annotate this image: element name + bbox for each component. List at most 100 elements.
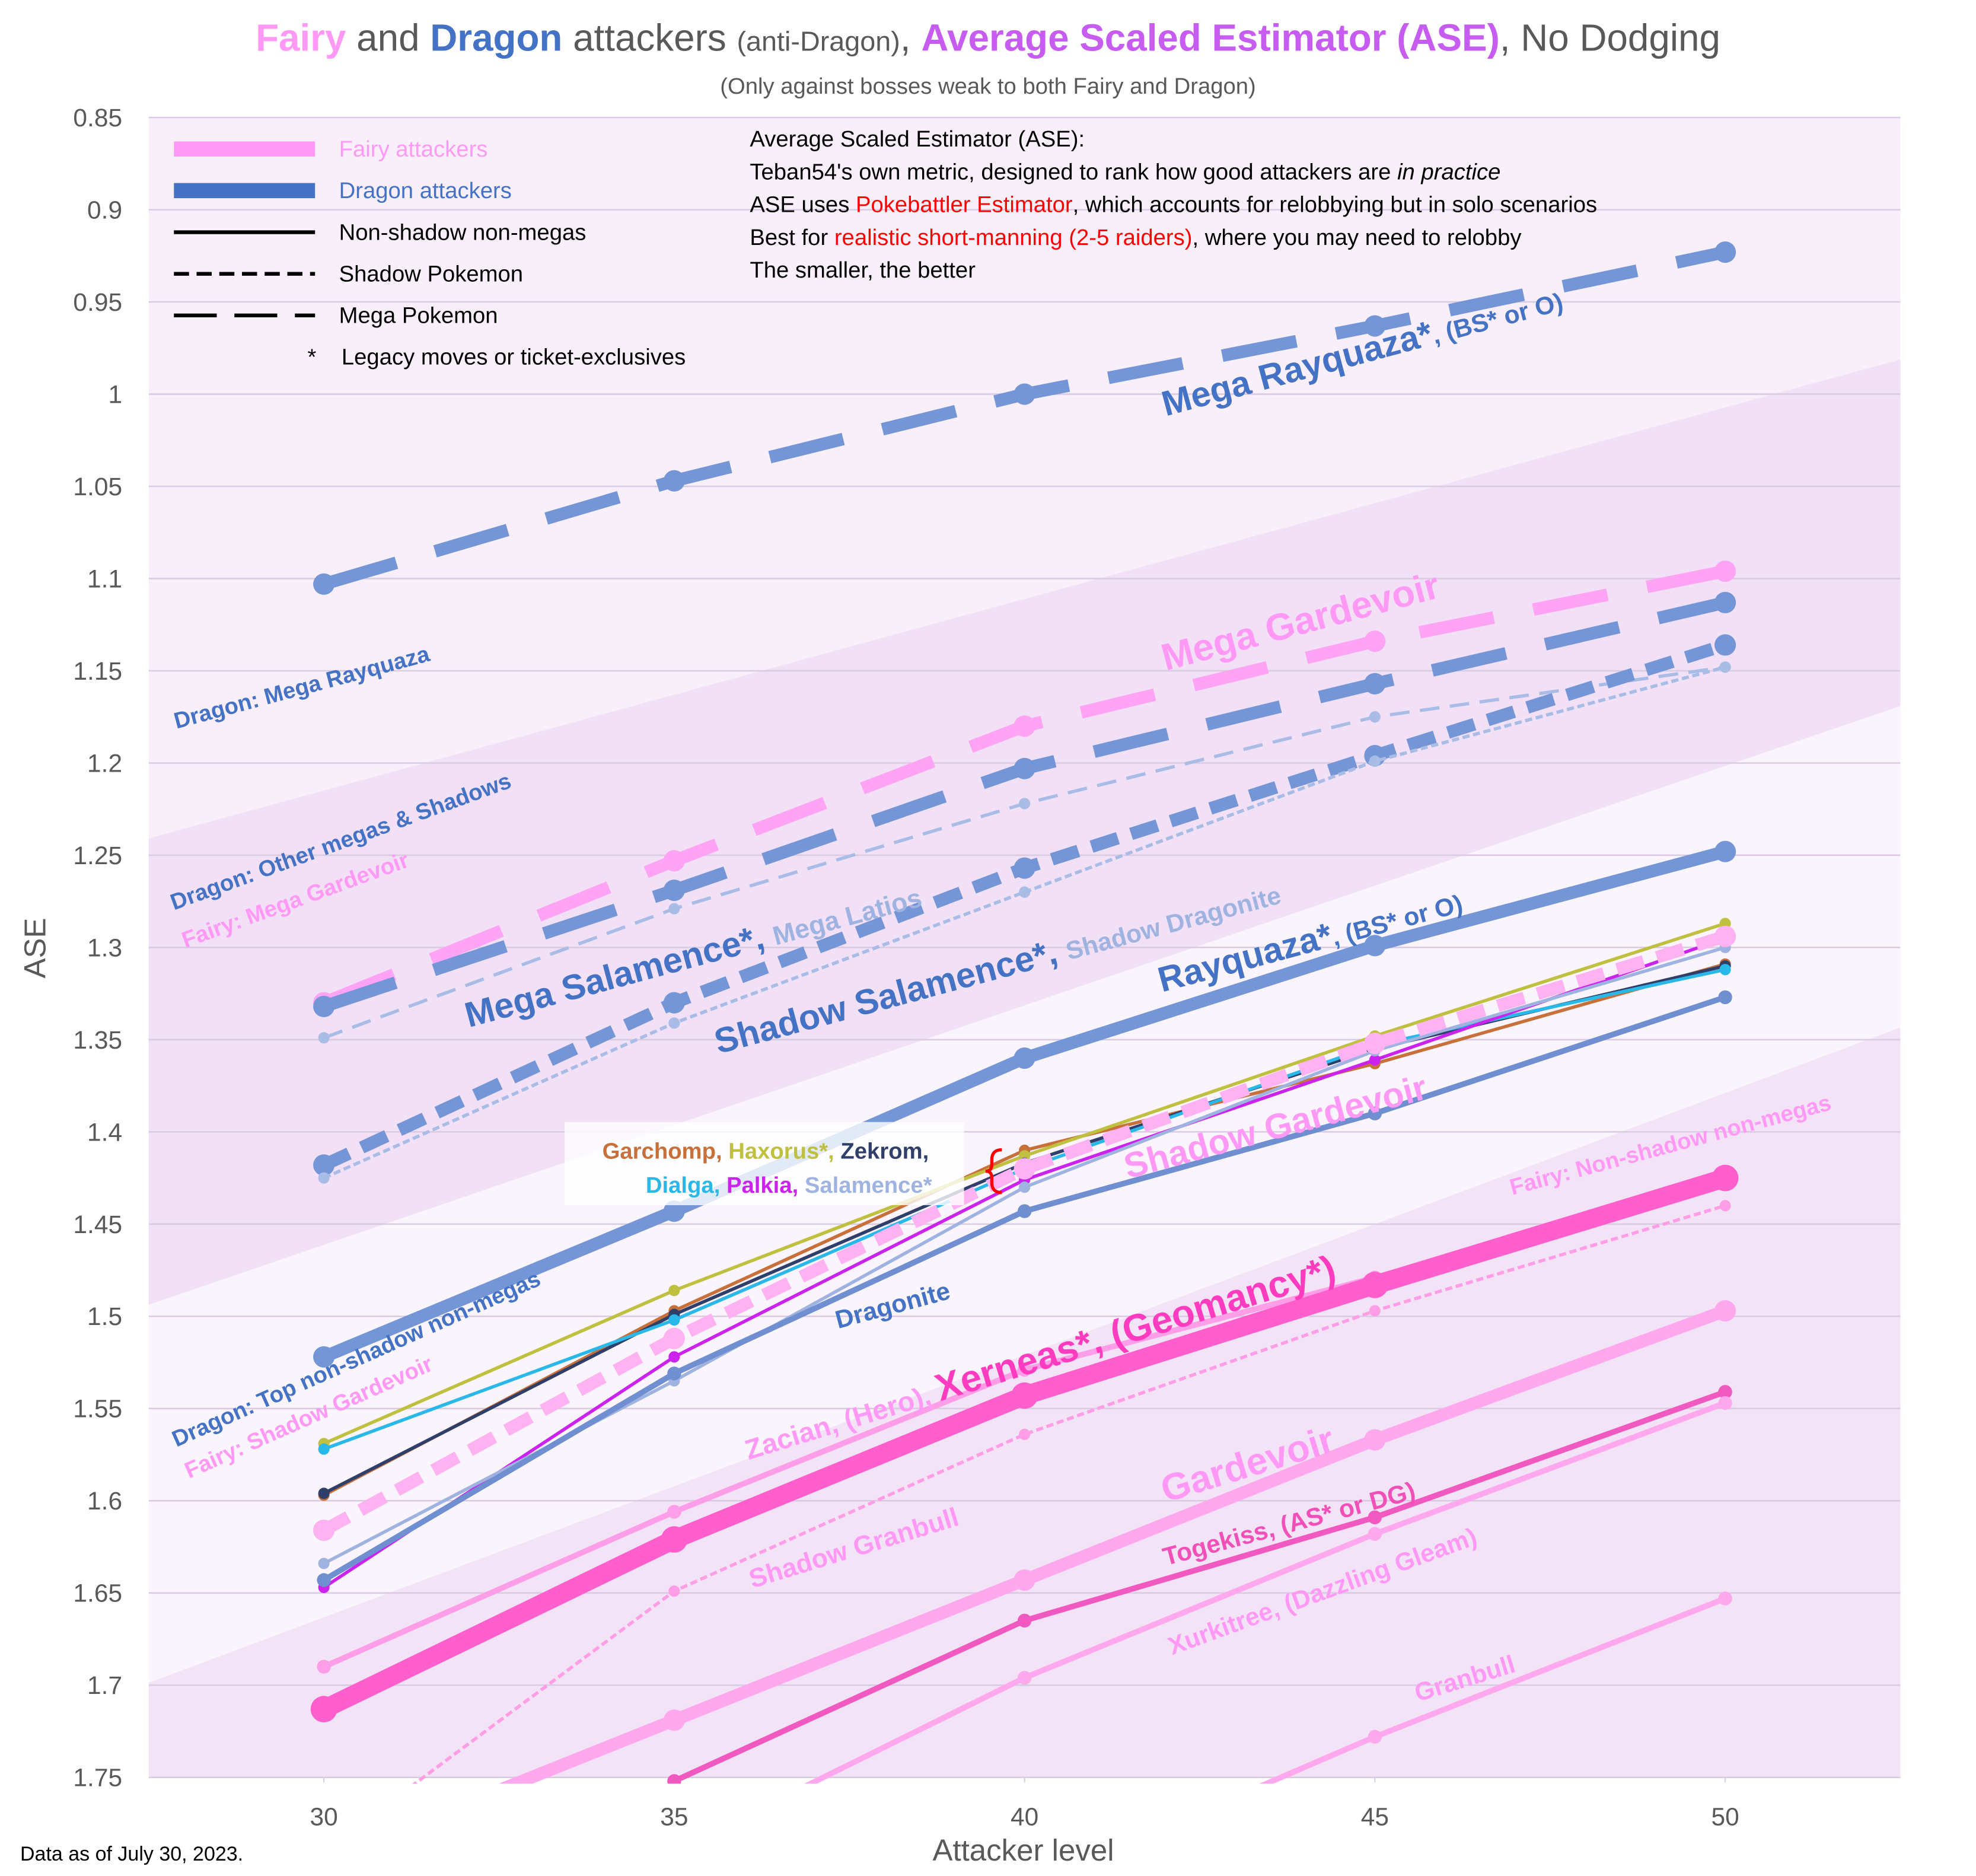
title-part: Fairy <box>256 17 346 59</box>
data-point <box>1714 925 1736 947</box>
data-point <box>1719 964 1731 976</box>
series-line <box>412 1204 1726 1784</box>
series-name: Salamence* <box>805 1173 932 1198</box>
data-point <box>1719 661 1731 673</box>
series-line <box>804 1400 1726 1784</box>
data-point <box>1364 1033 1386 1055</box>
y-tick-label: 0.85 <box>73 104 122 132</box>
data-point <box>668 1017 680 1029</box>
y-tick-label: 1.65 <box>73 1580 122 1608</box>
data-point <box>1017 1613 1032 1628</box>
info-part: , which accounts for relobbying but in s… <box>1073 192 1597 218</box>
info-line: Average Scaled Estimator (ASE): <box>750 126 1085 152</box>
chart-title: Fairy and Dragon attackers (anti-Dragon)… <box>256 17 1720 59</box>
data-point <box>1714 241 1736 263</box>
separator: , <box>716 1138 728 1164</box>
info-part: , where you may need to relobby <box>1193 225 1522 250</box>
brace <box>985 1148 1002 1195</box>
data-point <box>1364 315 1386 337</box>
y-tick-label: 1.05 <box>73 473 122 501</box>
title-part: Average Scaled Estimator (ASE) <box>921 17 1500 59</box>
y-tick-label: 1 <box>108 381 122 409</box>
data-point <box>668 1351 680 1363</box>
info-box: Average Scaled Estimator (ASE): Teban54's… <box>750 126 1597 283</box>
data-point <box>663 1327 685 1349</box>
data-point <box>663 1200 685 1222</box>
data-point <box>1362 1272 1388 1298</box>
separator: , <box>828 1138 840 1164</box>
data-point <box>663 850 685 872</box>
data-point <box>1368 1527 1382 1541</box>
series-name: Palkia <box>726 1173 792 1198</box>
data-point <box>1014 1569 1035 1591</box>
data-point <box>667 1367 681 1381</box>
legend-label: Non-shadow non-megas <box>339 219 587 245</box>
series-layer <box>310 241 1739 1784</box>
x-tick-label: 45 <box>1361 1804 1389 1832</box>
footnote: Data as of July 30, 2023. <box>20 1843 243 1865</box>
data-point <box>313 1520 335 1541</box>
data-point <box>1019 1181 1031 1193</box>
data-point <box>1714 840 1736 862</box>
data-point <box>318 1172 330 1184</box>
info-part: Teban54's own metric, designed to rank h… <box>750 159 1397 184</box>
info-part: Pokebattler Estimator <box>856 192 1073 218</box>
data-point <box>1364 1429 1386 1451</box>
data-point <box>663 992 685 1014</box>
series-name: Garchomp <box>603 1138 716 1164</box>
chart-subtitle: (Only against bosses weak to both Fairy … <box>720 74 1256 99</box>
legend-label: Shadow Pokemon <box>339 261 523 286</box>
series-line <box>321 930 1728 1536</box>
y-tick-label: 1.6 <box>87 1488 122 1515</box>
data-point <box>1369 1054 1381 1066</box>
y-tick-label: 1.2 <box>87 750 122 778</box>
data-point <box>1718 990 1732 1005</box>
title-part: , No Dodging <box>1500 17 1720 59</box>
data-point <box>313 573 335 595</box>
y-tick-label: 1.4 <box>87 1119 122 1146</box>
data-point <box>1712 1164 1739 1192</box>
data-point <box>1011 1382 1038 1409</box>
data-point <box>663 879 685 902</box>
data-point <box>318 1032 330 1044</box>
y-tick-label: 0.9 <box>87 196 122 224</box>
data-point <box>1714 634 1736 656</box>
y-tick-label: 1.3 <box>87 934 122 962</box>
x-axis-title: Attacker level <box>932 1833 1114 1867</box>
data-point <box>1714 560 1736 582</box>
y-tick-label: 1.55 <box>73 1396 122 1423</box>
info-line: Teban54's own metric, designed to rank h… <box>750 159 1500 184</box>
data-point <box>313 995 335 1018</box>
data-point <box>1019 886 1031 898</box>
data-point <box>1368 1106 1382 1120</box>
box-label: Garchomp, Haxorus*, Zekrom, <box>603 1138 935 1164</box>
legend-symbol: * <box>308 345 317 370</box>
y-tick-label: 1.75 <box>73 1764 122 1792</box>
data-point <box>1719 1200 1731 1212</box>
y-tick-label: 1.7 <box>87 1672 122 1700</box>
data-point <box>1364 673 1386 695</box>
data-point <box>1019 1428 1031 1440</box>
legend-label: Dragon attackers <box>339 178 512 203</box>
info-part: realistic short-manning (2-5 raiders) <box>834 225 1193 250</box>
y-tick-label: 1.15 <box>73 658 122 686</box>
data-point <box>667 1774 681 1784</box>
y-tick-label: 1.5 <box>87 1303 122 1331</box>
label-box <box>565 1122 964 1205</box>
title-part: and <box>346 17 430 59</box>
series-name: Zekrom <box>840 1138 922 1164</box>
info-line: The smaller, the better <box>750 257 976 283</box>
data-point <box>1718 1385 1732 1399</box>
y-tick-label: 0.95 <box>73 289 122 317</box>
data-point <box>663 470 685 492</box>
info-line: Best for realistic short-manning (2-5 ra… <box>750 225 1522 250</box>
data-point <box>1014 1158 1035 1180</box>
data-point <box>318 1443 330 1455</box>
band <box>148 706 1901 1683</box>
band <box>148 359 1901 1305</box>
info-part: ASE uses <box>750 192 856 218</box>
data-point <box>318 1558 330 1569</box>
data-point <box>1714 591 1736 614</box>
series-line <box>673 1389 1726 1784</box>
